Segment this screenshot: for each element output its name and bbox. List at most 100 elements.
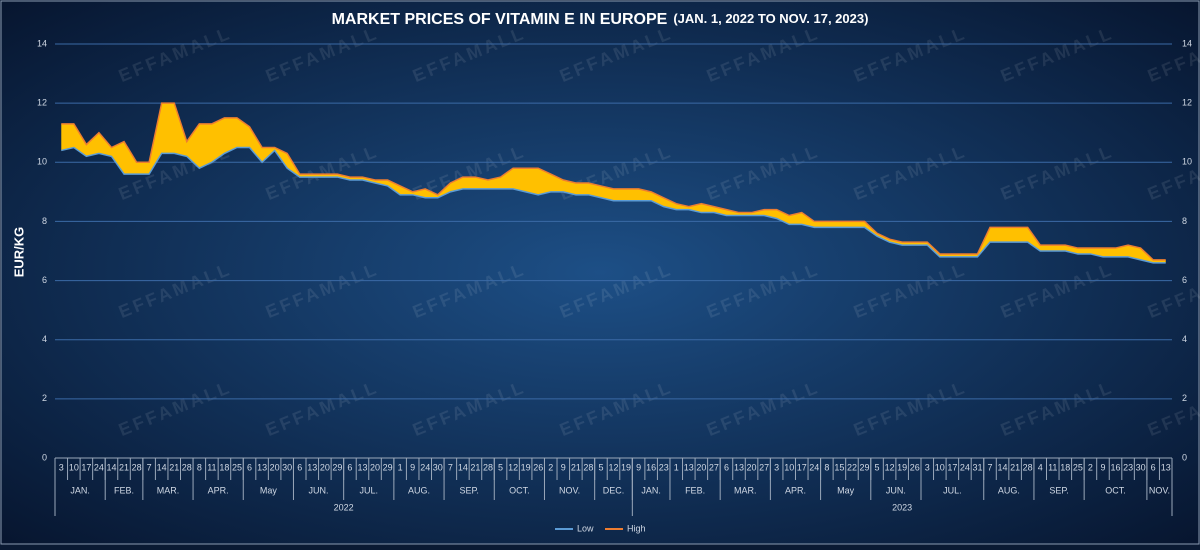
y2-tick-label: 8 [1182, 216, 1187, 226]
x-tick-label: 13 [257, 462, 267, 472]
x-tick-label: 10 [69, 462, 79, 472]
x-tick-label: 30 [433, 462, 443, 472]
x-tick-label: 17 [81, 462, 91, 472]
x-month-label: APR. [208, 485, 229, 495]
x-month-label: DEC. [603, 485, 625, 495]
x-tick-label: 3 [59, 462, 64, 472]
legend-label: High [627, 523, 646, 533]
x-tick-label: 12 [608, 462, 618, 472]
x-year-label: 2022 [334, 502, 354, 512]
x-tick-label: 6 [724, 462, 729, 472]
y-tick-label: 8 [42, 216, 47, 226]
x-tick-label: 20 [747, 462, 757, 472]
title-main: MARKET PRICES OF VITAMIN E IN EUROPE [332, 11, 668, 28]
chart-title: MARKET PRICES OF VITAMIN E IN EUROPE (JAN… [332, 11, 869, 28]
y-tick-label: 12 [37, 98, 47, 108]
x-tick-label: 23 [659, 462, 669, 472]
y-axis-label: EUR/KG [11, 227, 26, 278]
x-tick-label: 1 [674, 462, 679, 472]
y-tick-label: 0 [42, 452, 47, 462]
x-tick-label: 20 [320, 462, 330, 472]
x-tick-label: 21 [119, 462, 129, 472]
x-tick-label: 8 [824, 462, 829, 472]
x-tick-label: 29 [383, 462, 393, 472]
x-tick-label: 21 [470, 462, 480, 472]
x-tick-label: 28 [483, 462, 493, 472]
x-month-label: AUG. [998, 485, 1020, 495]
x-tick-label: 13 [734, 462, 744, 472]
x-tick-label: 31 [972, 462, 982, 472]
x-tick-label: 21 [1010, 462, 1020, 472]
x-month-label: MAR. [157, 485, 180, 495]
x-tick-label: 6 [1151, 462, 1156, 472]
x-tick-label: 25 [1073, 462, 1083, 472]
x-month-label: APR. [785, 485, 806, 495]
x-month-label: JUN. [886, 485, 906, 495]
x-month-label: JUN. [309, 485, 329, 495]
x-tick-label: 25 [232, 462, 242, 472]
x-tick-label: 18 [219, 462, 229, 472]
x-tick-label: 21 [169, 462, 179, 472]
x-tick-label: 7 [988, 462, 993, 472]
x-tick-label: 6 [297, 462, 302, 472]
x-month-label: NOV. [559, 485, 580, 495]
y-tick-label: 4 [42, 334, 47, 344]
x-tick-label: 10 [935, 462, 945, 472]
title-note: (JAN. 1, 2022 TO NOV. 17, 2023) [673, 11, 868, 26]
y2-tick-label: 12 [1182, 98, 1192, 108]
x-tick-label: 13 [1161, 462, 1171, 472]
x-tick-label: 19 [521, 462, 531, 472]
y2-tick-label: 4 [1182, 334, 1187, 344]
x-tick-label: 11 [207, 462, 216, 472]
x-month-label: JAN. [70, 485, 90, 495]
x-tick-label: 14 [157, 462, 167, 472]
series-line [61, 146, 1166, 264]
x-tick-label: 8 [197, 462, 202, 472]
x-month-label: JAN. [641, 485, 661, 495]
x-tick-label: 3 [774, 462, 779, 472]
legend-label: Low [577, 523, 594, 533]
x-month-label: JUL. [360, 485, 379, 495]
x-month-label: SEP. [459, 485, 478, 495]
x-month-label: OCT. [1105, 485, 1126, 495]
x-tick-label: 17 [797, 462, 807, 472]
x-tick-label: 20 [696, 462, 706, 472]
x-tick-label: 29 [332, 462, 342, 472]
x-tick-label: 6 [347, 462, 352, 472]
x-tick-label: 12 [508, 462, 518, 472]
x-month-label: MAR. [734, 485, 757, 495]
x-tick-label: 24 [809, 462, 819, 472]
x-tick-label: 5 [875, 462, 880, 472]
x-month-label: NOV. [1149, 485, 1170, 495]
x-tick-label: 24 [960, 462, 970, 472]
x-month-label: May [837, 485, 855, 495]
x-month-label: OCT. [509, 485, 530, 495]
x-tick-label: 24 [94, 462, 104, 472]
x-tick-label: 20 [370, 462, 380, 472]
x-tick-label: 22 [847, 462, 857, 472]
x-tick-label: 2 [548, 462, 553, 472]
x-month-label: AUG. [408, 485, 430, 495]
x-tick-label: 4 [1038, 462, 1043, 472]
x-tick-label: 21 [571, 462, 581, 472]
x-month-label: May [260, 485, 278, 495]
x-tick-label: 5 [598, 462, 603, 472]
x-tick-label: 19 [897, 462, 907, 472]
x-tick-label: 26 [533, 462, 543, 472]
y-tick-label: 14 [37, 38, 47, 48]
x-tick-label: 20 [270, 462, 280, 472]
y2-tick-label: 0 [1182, 452, 1187, 462]
price-band [61, 103, 1166, 263]
x-tick-label: 30 [1136, 462, 1146, 472]
x-month-label: FEB. [685, 485, 705, 495]
x-tick-label: 30 [282, 462, 292, 472]
y2-tick-label: 10 [1182, 157, 1192, 167]
x-tick-label: 24 [420, 462, 430, 472]
x-tick-label: 10 [784, 462, 794, 472]
x-tick-label: 6 [247, 462, 252, 472]
x-tick-label: 16 [646, 462, 656, 472]
x-tick-label: 13 [684, 462, 694, 472]
x-tick-label: 26 [910, 462, 920, 472]
x-month-label: FEB. [114, 485, 134, 495]
